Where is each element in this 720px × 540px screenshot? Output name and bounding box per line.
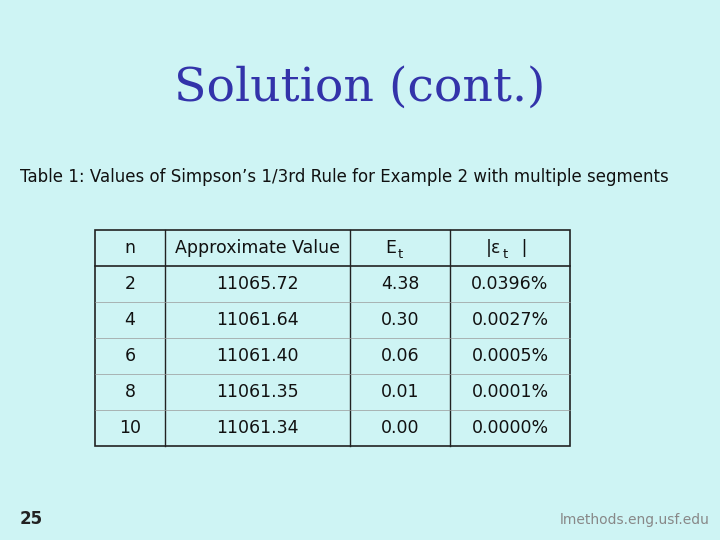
Text: 0.0001%: 0.0001% xyxy=(472,383,549,401)
Text: 0.0005%: 0.0005% xyxy=(472,347,549,365)
Text: 0.0000%: 0.0000% xyxy=(472,419,549,437)
Text: n: n xyxy=(125,239,135,257)
Text: 11065.72: 11065.72 xyxy=(216,275,299,293)
Text: 11061.35: 11061.35 xyxy=(216,383,299,401)
Text: 0.06: 0.06 xyxy=(381,347,419,365)
Text: 10: 10 xyxy=(119,419,141,437)
Text: t: t xyxy=(398,248,403,261)
Text: 11061.34: 11061.34 xyxy=(216,419,299,437)
Text: |: | xyxy=(516,239,527,257)
Text: 4: 4 xyxy=(125,311,135,329)
Text: Table 1: Values of Simpson’s 1/3rd Rule for Example 2 with multiple segments: Table 1: Values of Simpson’s 1/3rd Rule … xyxy=(20,168,669,186)
Text: lmethods.eng.usf.edu: lmethods.eng.usf.edu xyxy=(560,513,710,527)
Text: Solution (cont.): Solution (cont.) xyxy=(174,65,546,110)
Text: 0.30: 0.30 xyxy=(381,311,419,329)
Text: 6: 6 xyxy=(125,347,135,365)
Text: t: t xyxy=(503,248,508,261)
Text: 11061.40: 11061.40 xyxy=(216,347,299,365)
Text: 11061.64: 11061.64 xyxy=(216,311,299,329)
Text: 4.38: 4.38 xyxy=(381,275,419,293)
Text: 2: 2 xyxy=(125,275,135,293)
Text: 0.0396%: 0.0396% xyxy=(472,275,549,293)
Text: 25: 25 xyxy=(20,510,43,528)
Text: 0.0027%: 0.0027% xyxy=(472,311,549,329)
Text: Approximate Value: Approximate Value xyxy=(175,239,340,257)
Text: 0.01: 0.01 xyxy=(381,383,419,401)
Text: 8: 8 xyxy=(125,383,135,401)
Text: |ε: |ε xyxy=(486,239,501,257)
Text: E: E xyxy=(385,239,397,257)
Text: 0.00: 0.00 xyxy=(381,419,419,437)
